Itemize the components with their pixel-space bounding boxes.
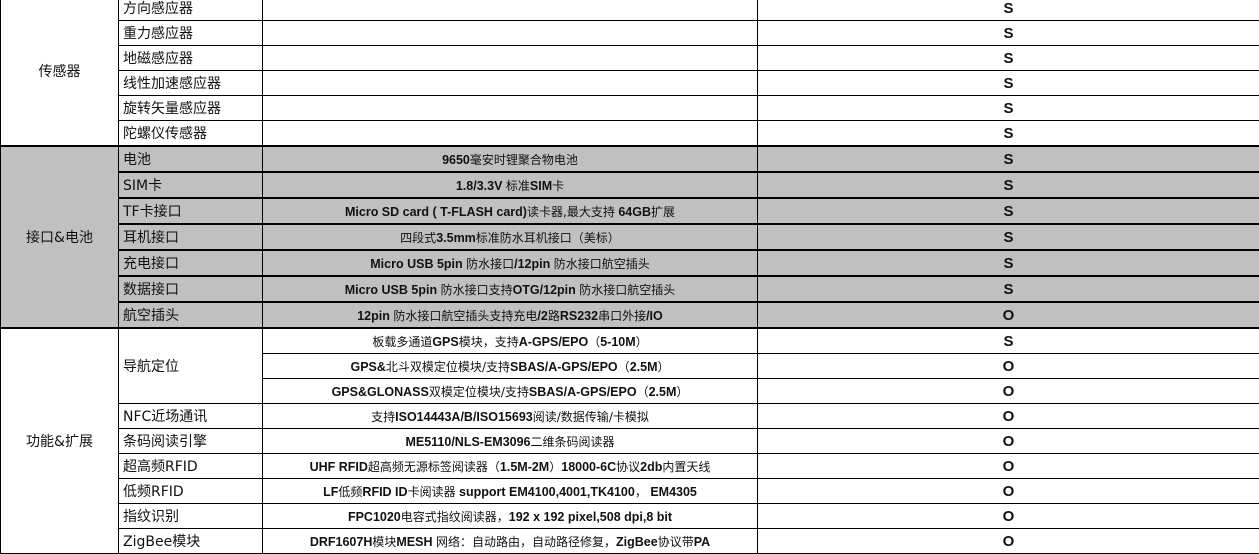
description-cell[interactable]: UHF RFID超高频无源标签阅读器（1.5M-2M）18000-6C协议2db…: [263, 454, 758, 479]
description-cell[interactable]: [263, 0, 758, 21]
item-cell[interactable]: TF卡接口: [119, 198, 263, 224]
availability-cell[interactable]: O: [758, 454, 1259, 479]
item-cell[interactable]: 重力感应器: [119, 21, 263, 46]
availability-cell[interactable]: S: [758, 172, 1259, 198]
item-cell[interactable]: 航空插头: [119, 302, 263, 328]
availability-cell[interactable]: S: [758, 328, 1259, 354]
item-cell[interactable]: ZigBee模块: [119, 529, 263, 554]
description-cell[interactable]: 12pin 防水接口航空插头支持充电/2路RS232串口外接/IO: [263, 302, 758, 328]
table-row: 地磁感应器 S: [1, 46, 1259, 71]
availability-cell[interactable]: S: [758, 46, 1259, 71]
description-cell[interactable]: 板载多通道GPS模块，支持A-GPS/EPO（5-10M）: [263, 328, 758, 354]
availability-cell[interactable]: S: [758, 121, 1259, 147]
availability-cell[interactable]: O: [758, 504, 1259, 529]
description-cell[interactable]: 四段式3.5mm标准防水耳机接口（美标）: [263, 224, 758, 250]
item-cell[interactable]: 充电接口: [119, 250, 263, 276]
availability-cell[interactable]: S: [758, 0, 1259, 21]
description-cell[interactable]: 1.8/3.3V 标准SIM卡: [263, 172, 758, 198]
table-row: 功能&扩展导航定位板载多通道GPS模块，支持A-GPS/EPO（5-10M）S: [1, 328, 1259, 354]
table-row: 重力感应器 S: [1, 21, 1259, 46]
table-row: 线性加速感应器 S: [1, 71, 1259, 96]
availability-cell[interactable]: S: [758, 71, 1259, 96]
item-cell[interactable]: SIM卡: [119, 172, 263, 198]
item-cell[interactable]: 地磁感应器: [119, 46, 263, 71]
item-cell[interactable]: 耳机接口: [119, 224, 263, 250]
item-cell[interactable]: 超高频RFID: [119, 454, 263, 479]
availability-cell[interactable]: S: [758, 96, 1259, 121]
item-cell[interactable]: 指纹识别: [119, 504, 263, 529]
description-cell[interactable]: Micro SD card ( T-FLASH card)读卡器,最大支持 64…: [263, 198, 758, 224]
availability-cell[interactable]: O: [758, 379, 1259, 404]
availability-cell[interactable]: O: [758, 404, 1259, 429]
description-cell[interactable]: Micro USB 5pin 防水接口/12pin 防水接口航空插头: [263, 250, 758, 276]
category-cell[interactable]: 接口&电池: [1, 146, 119, 328]
availability-cell[interactable]: O: [758, 479, 1259, 504]
description-cell[interactable]: [263, 96, 758, 121]
description-cell[interactable]: [263, 21, 758, 46]
description-cell[interactable]: ME5110/NLS-EM3096二维条码阅读器: [263, 429, 758, 454]
category-cell[interactable]: 功能&扩展: [1, 328, 119, 554]
availability-cell[interactable]: O: [758, 529, 1259, 554]
availability-cell[interactable]: S: [758, 198, 1259, 224]
item-cell[interactable]: NFC近场通讯: [119, 404, 263, 429]
availability-cell[interactable]: S: [758, 224, 1259, 250]
table-row: 耳机接口四段式3.5mm标准防水耳机接口（美标）S: [1, 224, 1259, 250]
item-cell[interactable]: 数据接口: [119, 276, 263, 302]
description-cell[interactable]: GPS&GLONASS双模定位模块/支持SBAS/A-GPS/EPO（2.5M）: [263, 379, 758, 404]
item-cell[interactable]: 方向感应器: [119, 0, 263, 21]
availability-cell[interactable]: S: [758, 21, 1259, 46]
availability-cell[interactable]: O: [758, 429, 1259, 454]
item-cell[interactable]: 线性加速感应器: [119, 71, 263, 96]
table-row: NFC近场通讯支持ISO14443A/B/ISO15693阅读/数据传输/卡模拟…: [1, 404, 1259, 429]
availability-cell[interactable]: S: [758, 146, 1259, 172]
table-row: 旋转矢量感应器 S: [1, 96, 1259, 121]
availability-cell[interactable]: S: [758, 250, 1259, 276]
table-row: 陀螺仪传感器 S: [1, 121, 1259, 147]
description-cell[interactable]: LF低频RFID ID卡阅读器 support EM4100,4001,TK41…: [263, 479, 758, 504]
description-cell[interactable]: [263, 121, 758, 147]
item-cell[interactable]: 条码阅读引擎: [119, 429, 263, 454]
item-cell[interactable]: 旋转矢量感应器: [119, 96, 263, 121]
description-cell[interactable]: GPS&北斗双模定位模块/支持SBAS/A-GPS/EPO（2.5M）: [263, 354, 758, 379]
availability-cell[interactable]: O: [758, 302, 1259, 328]
availability-cell[interactable]: S: [758, 276, 1259, 302]
description-cell[interactable]: DRF1607H模块MESH 网络：自动路由，自动路径修复，ZigBee协议带P…: [263, 529, 758, 554]
description-cell[interactable]: FPC1020电容式指纹阅读器，192 x 192 pixel,508 dpi,…: [263, 504, 758, 529]
item-cell[interactable]: 电池: [119, 146, 263, 172]
availability-cell[interactable]: O: [758, 354, 1259, 379]
category-cell[interactable]: 传感器: [1, 0, 119, 146]
description-cell[interactable]: Micro USB 5pin 防水接口支持OTG/12pin 防水接口航空插头: [263, 276, 758, 302]
description-cell[interactable]: 支持ISO14443A/B/ISO15693阅读/数据传输/卡模拟: [263, 404, 758, 429]
item-cell[interactable]: 低频RFID: [119, 479, 263, 504]
item-cell[interactable]: 导航定位: [119, 328, 263, 404]
item-cell[interactable]: 陀螺仪传感器: [119, 121, 263, 147]
description-cell[interactable]: [263, 71, 758, 96]
description-cell[interactable]: [263, 46, 758, 71]
description-cell[interactable]: 9650毫安时锂聚合物电池: [263, 146, 758, 172]
